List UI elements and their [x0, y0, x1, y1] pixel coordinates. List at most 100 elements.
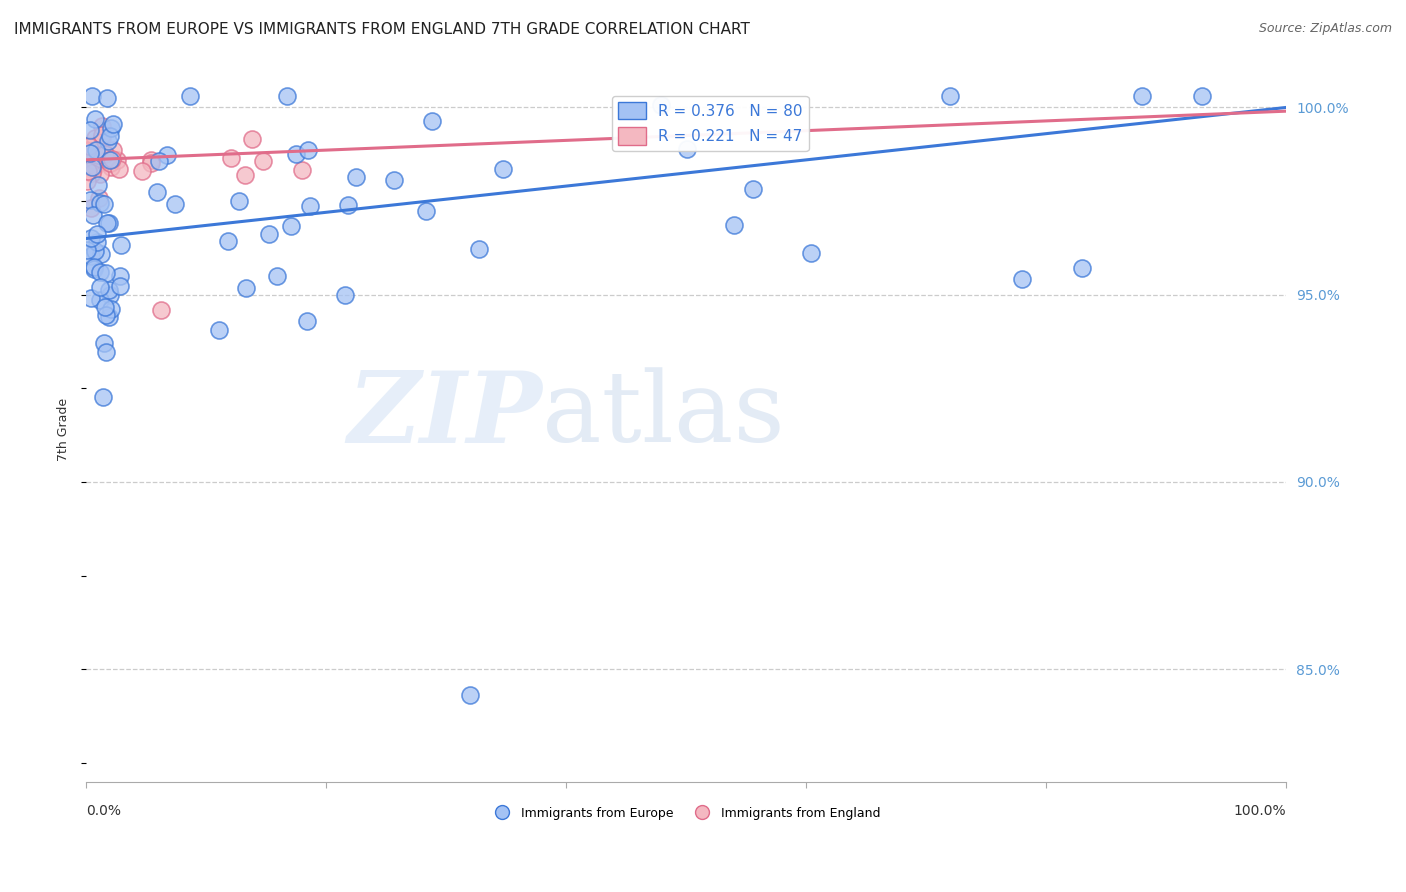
Point — [276, 89, 298, 103]
Point — [80, 156, 103, 170]
Point — [77, 156, 100, 170]
Point — [100, 121, 122, 136]
Point — [219, 151, 242, 165]
Point — [741, 182, 763, 196]
Point — [80, 249, 103, 263]
Point — [96, 266, 118, 280]
Point — [939, 89, 962, 103]
Point — [79, 123, 101, 137]
Point — [458, 689, 481, 703]
Point — [1011, 272, 1033, 286]
Point — [280, 219, 302, 234]
Point — [82, 161, 104, 175]
Point — [82, 89, 104, 103]
Text: atlas: atlas — [543, 368, 785, 463]
Point — [179, 89, 201, 103]
Point — [240, 132, 263, 146]
Point — [217, 234, 239, 248]
Point — [91, 390, 114, 404]
Point — [98, 128, 121, 143]
Point — [94, 146, 117, 161]
Point — [1191, 89, 1213, 103]
Point — [98, 284, 121, 298]
Point — [420, 113, 443, 128]
Point — [266, 269, 288, 284]
Point — [82, 208, 104, 222]
Point — [91, 149, 114, 163]
Point — [89, 265, 111, 279]
Point — [80, 201, 103, 215]
Point — [110, 237, 132, 252]
Point — [83, 262, 105, 277]
Point — [91, 142, 114, 156]
Point — [86, 235, 108, 250]
Point — [105, 153, 128, 167]
Point — [139, 153, 162, 168]
Point — [83, 153, 105, 167]
Point — [146, 185, 169, 199]
Point — [382, 172, 405, 186]
Point — [89, 167, 111, 181]
Point — [98, 153, 121, 167]
Point — [290, 162, 312, 177]
Point — [91, 131, 114, 145]
Point — [141, 155, 163, 169]
Point — [93, 196, 115, 211]
Text: 0.0%: 0.0% — [86, 804, 121, 818]
Point — [800, 246, 823, 260]
Point — [93, 336, 115, 351]
Legend: Immigrants from Europe, Immigrants from England: Immigrants from Europe, Immigrants from … — [488, 802, 886, 825]
Point — [76, 154, 98, 169]
Point — [94, 146, 117, 161]
Point — [90, 128, 112, 142]
Point — [295, 313, 318, 327]
Point — [98, 215, 121, 229]
Point — [100, 156, 122, 170]
Point — [76, 150, 98, 164]
Point — [83, 154, 105, 169]
Point — [79, 193, 101, 207]
Point — [87, 178, 110, 193]
Point — [110, 279, 132, 293]
Point — [75, 143, 97, 157]
Text: ZIP: ZIP — [347, 368, 543, 464]
Point — [79, 145, 101, 160]
Point — [96, 216, 118, 230]
Point — [285, 147, 308, 161]
Point — [100, 152, 122, 166]
Point — [76, 158, 98, 172]
Point — [650, 98, 672, 112]
Point — [228, 194, 250, 208]
Point — [83, 130, 105, 145]
Point — [235, 280, 257, 294]
Point — [468, 242, 491, 256]
Point — [80, 291, 103, 305]
Point — [83, 260, 105, 274]
Point — [80, 166, 103, 180]
Point — [110, 269, 132, 284]
Point — [298, 199, 321, 213]
Point — [96, 345, 118, 359]
Point — [97, 134, 120, 148]
Point — [1132, 89, 1154, 103]
Point — [108, 161, 131, 176]
Point — [131, 163, 153, 178]
Text: IMMIGRANTS FROM EUROPE VS IMMIGRANTS FROM ENGLAND 7TH GRADE CORRELATION CHART: IMMIGRANTS FROM EUROPE VS IMMIGRANTS FRO… — [14, 22, 749, 37]
Point — [101, 116, 124, 130]
Point — [415, 204, 437, 219]
Point — [676, 142, 699, 156]
Point — [89, 195, 111, 210]
Point — [83, 161, 105, 175]
Point — [333, 288, 356, 302]
Point — [344, 170, 367, 185]
Point — [76, 152, 98, 166]
Point — [252, 153, 274, 168]
Point — [76, 150, 98, 164]
Point — [76, 144, 98, 158]
Point — [148, 153, 170, 168]
Point — [84, 112, 107, 126]
Point — [86, 227, 108, 241]
Y-axis label: 7th Grade: 7th Grade — [58, 398, 70, 461]
Point — [337, 198, 360, 212]
Point — [98, 287, 121, 301]
